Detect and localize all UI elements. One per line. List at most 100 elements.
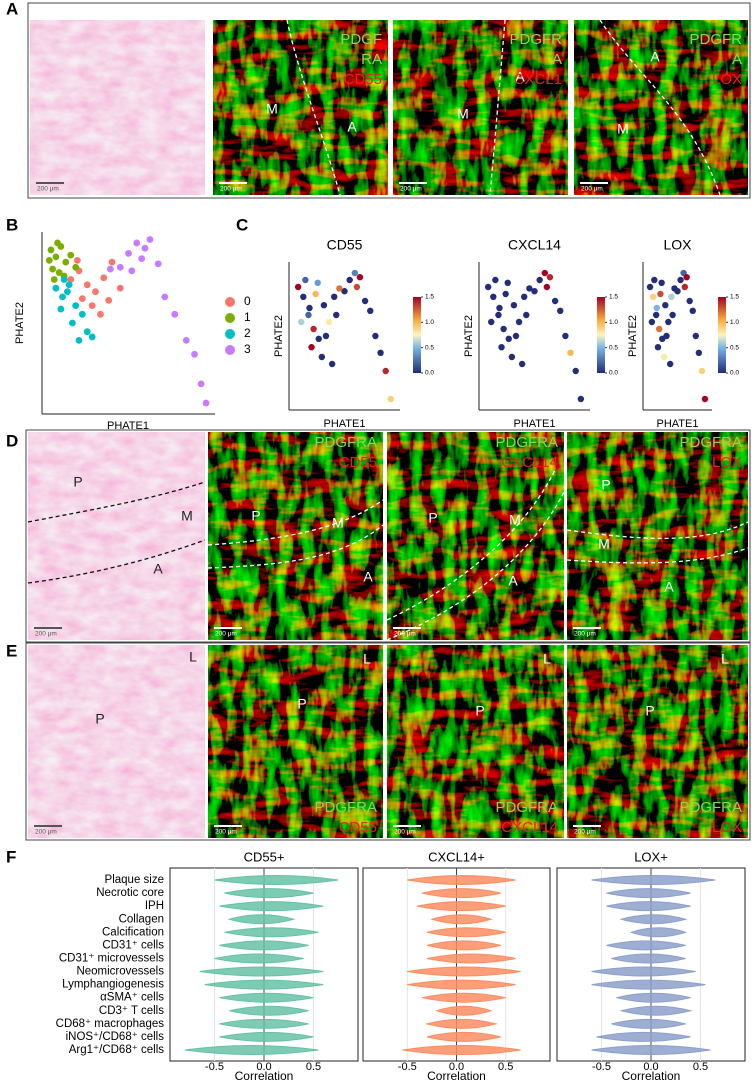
x-tick-label: 0.5 (306, 1061, 321, 1073)
point (689, 307, 696, 314)
colorbar-tick-label: 0.5 (609, 344, 618, 351)
point (302, 276, 309, 284)
point (346, 276, 353, 284)
point (294, 283, 302, 291)
category-label: CD31⁺ microvessels (59, 952, 164, 964)
point (657, 290, 664, 298)
point (654, 344, 662, 351)
violin (219, 1031, 314, 1042)
point (665, 318, 672, 326)
region-label: M (181, 508, 193, 524)
point (97, 310, 104, 318)
point (146, 236, 154, 243)
point (128, 267, 136, 275)
point (305, 311, 312, 319)
region-label: L (721, 651, 729, 667)
stain-label: RA (361, 51, 382, 68)
point (531, 288, 538, 295)
stain-label: CXCL1 (514, 71, 562, 88)
point (382, 367, 389, 375)
point (106, 265, 114, 273)
violin (619, 1005, 693, 1016)
stain-label: 4 (554, 91, 562, 108)
point (557, 307, 564, 314)
region-label: A (363, 569, 373, 585)
boundary (566, 521, 749, 540)
stain-label: PDGFRA (495, 799, 558, 816)
boundary (27, 539, 206, 584)
point (182, 337, 190, 344)
category-label: CD31⁺ cells (102, 939, 164, 951)
category-label: Neomicrovessels (76, 966, 164, 978)
region-label: P (645, 703, 654, 719)
legend-swatch (225, 345, 235, 355)
point (490, 293, 497, 300)
point (668, 293, 675, 300)
stain-label: CD55 (339, 819, 377, 836)
stain-label: A (732, 51, 742, 68)
point (67, 276, 75, 283)
point (500, 325, 507, 333)
point (92, 288, 99, 296)
stain-label: PDGFR (690, 31, 743, 48)
violin (619, 914, 688, 925)
plot-title: CXCL14+ (428, 849, 485, 864)
point (662, 302, 669, 309)
violin (407, 875, 516, 885)
category-label: αSMA⁺ cells (100, 992, 164, 1004)
colorbar-tick-label: 0.5 (425, 344, 434, 351)
point (75, 337, 83, 344)
violin (430, 914, 493, 925)
scale-text: 200 μm (220, 186, 242, 193)
point (387, 395, 395, 403)
point (336, 285, 343, 292)
region-label: P (95, 711, 104, 727)
panel-frame (25, 429, 751, 643)
red-channel (393, 20, 568, 195)
violin (214, 953, 304, 964)
point (55, 269, 63, 276)
red-channel (387, 645, 564, 838)
category-label: Arg1⁺/CD68⁺ cells (69, 1044, 164, 1056)
stain-label: LOX (712, 454, 742, 471)
point (62, 258, 70, 266)
x-axis-label: PHATE1 (657, 418, 699, 430)
legend-label: 2 (244, 326, 251, 340)
colorbar-tick-label: 0.5 (730, 344, 739, 351)
point (67, 251, 75, 259)
legend-label: 1 (244, 310, 251, 324)
region-label: A (515, 69, 525, 85)
plot-title: CD55+ (244, 849, 285, 864)
stain-label: CXCL14 (501, 454, 558, 471)
region-label: A (153, 561, 163, 577)
category-label: Collagen (119, 913, 164, 925)
point (171, 310, 179, 318)
point (577, 395, 585, 403)
point (669, 311, 676, 319)
point (356, 274, 364, 281)
red-channel (574, 20, 748, 195)
violin (407, 979, 516, 990)
point (656, 325, 663, 333)
point (660, 353, 668, 361)
region-label: M (509, 512, 521, 528)
violin (204, 979, 324, 990)
region-label: M (332, 515, 344, 531)
point (546, 274, 554, 281)
stain-label: PDGFRA (495, 434, 558, 451)
point (138, 255, 146, 263)
panel-label: B (6, 215, 18, 234)
point (315, 335, 322, 342)
scale-text: 200 μm (574, 631, 596, 638)
region-label: M (457, 106, 469, 122)
point (54, 239, 61, 247)
point (64, 288, 71, 296)
boundary (386, 489, 566, 641)
category-label: Lymphangiogenesis (62, 979, 164, 991)
plot-title: LOX+ (634, 849, 668, 864)
boundary (489, 19, 506, 196)
point (512, 332, 520, 340)
violin (596, 1031, 691, 1042)
point (372, 332, 379, 340)
panel-label: C (236, 215, 248, 234)
